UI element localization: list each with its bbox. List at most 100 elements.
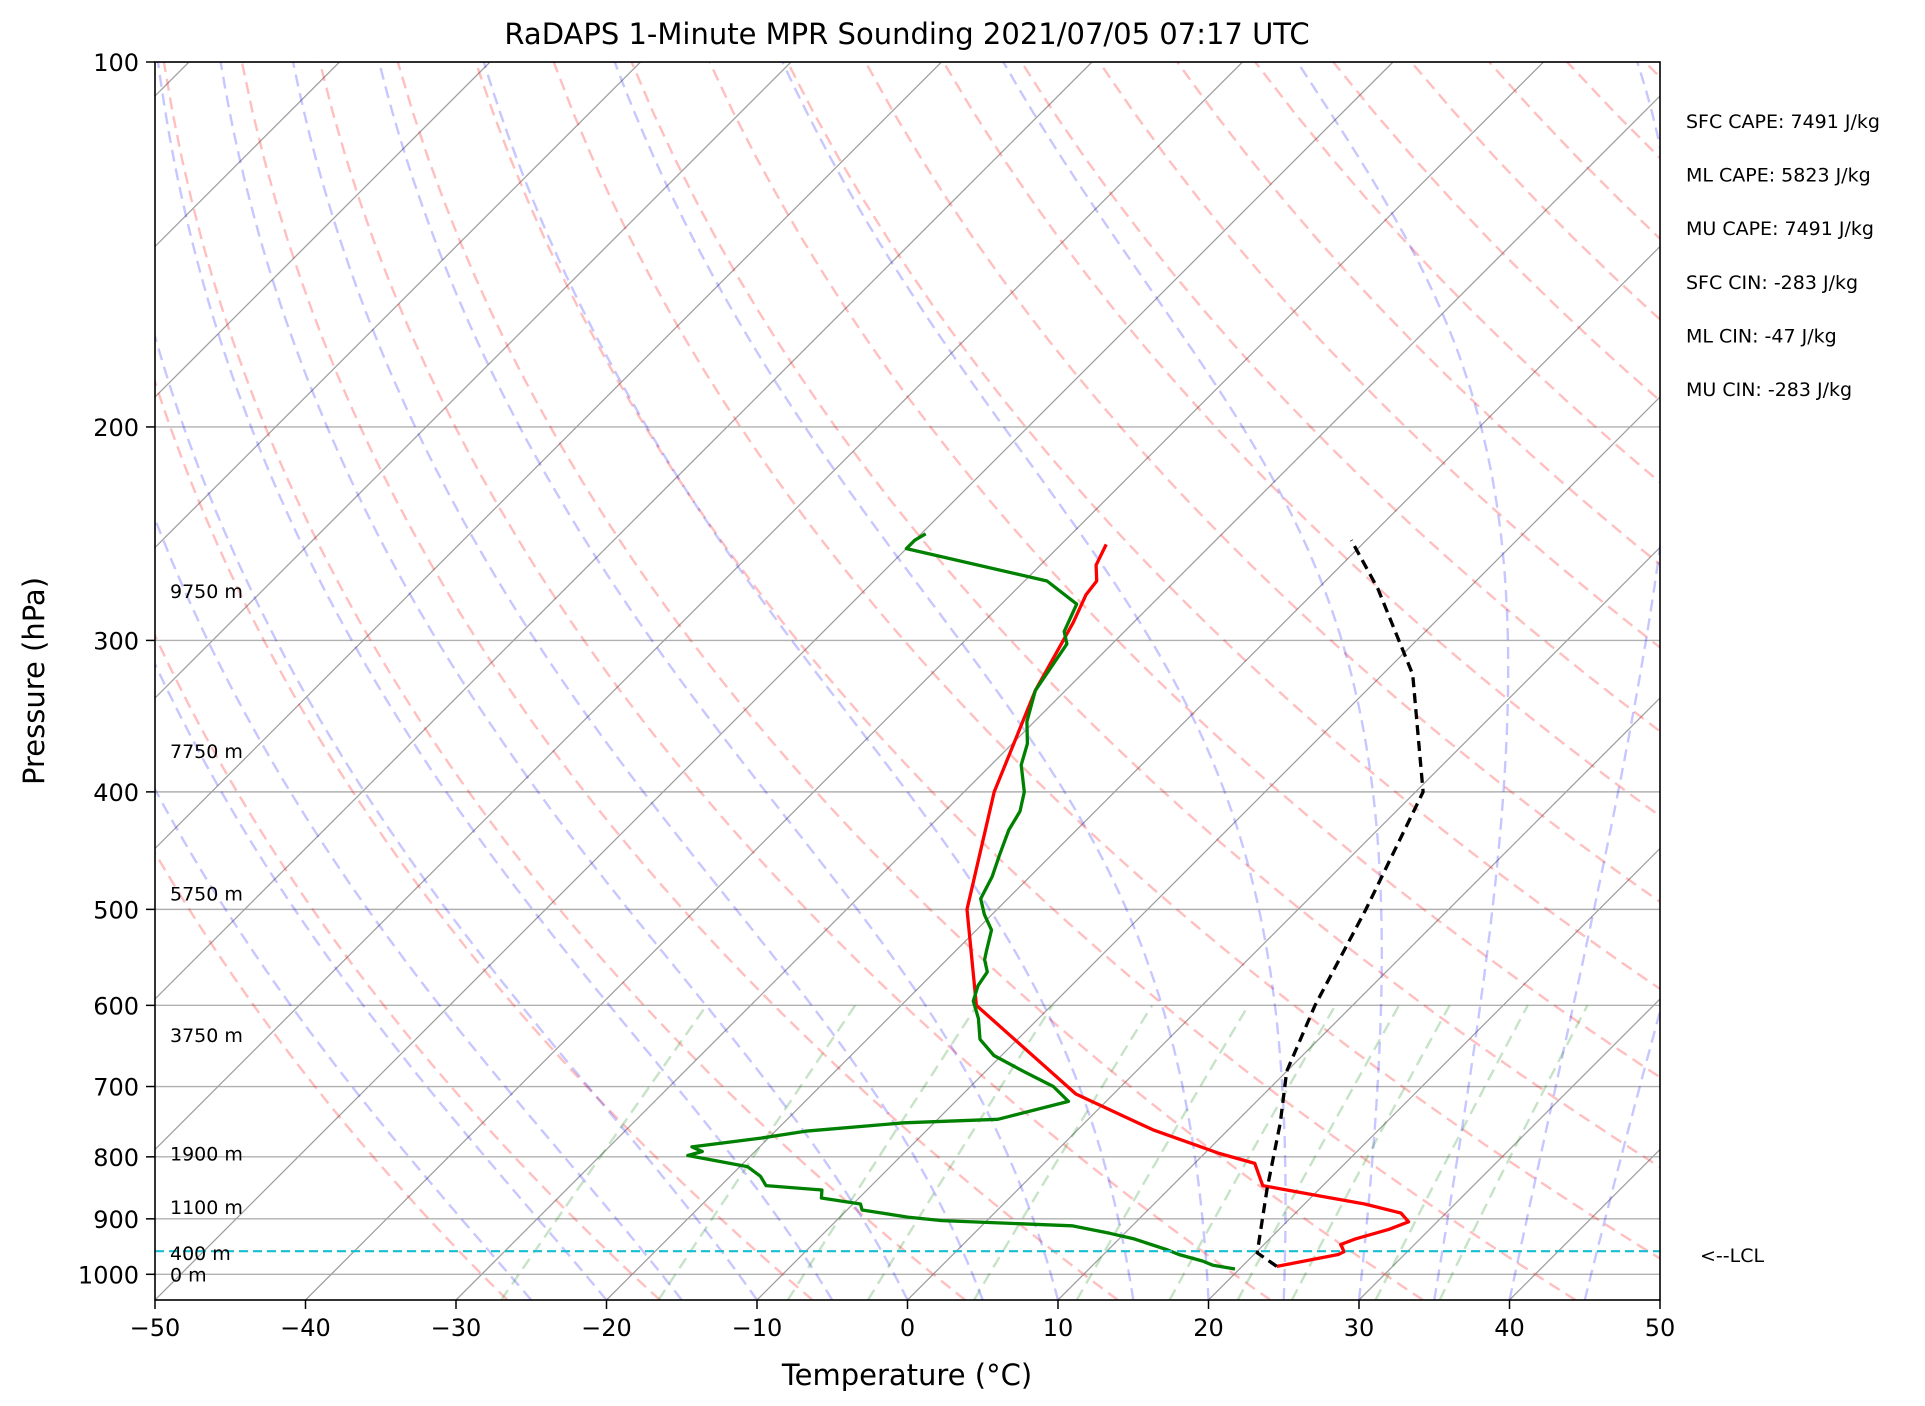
dry-adiabat-line [155, 632, 661, 1300]
x-axis-label: Temperature (°C) [781, 1358, 1032, 1392]
mixing-ratio-line [786, 1004, 979, 1300]
height-label: 1100 m [170, 1197, 243, 1219]
x-tick-label: 30 [1344, 1314, 1375, 1342]
height-label: 9750 m [170, 581, 243, 603]
dry-adiabat-line [1723, 62, 1925, 1300]
x-tick-label: 20 [1193, 1314, 1224, 1342]
isotherm-line [455, 95, 1660, 1300]
dry-adiabat-line [240, 62, 1119, 1300]
dry-adiabat-line [708, 62, 1660, 1079]
parcel-profile-line [1255, 539, 1425, 1268]
isotherm-line [155, 62, 1093, 1000]
isotherm-line [1659, 1299, 1660, 1300]
isotherm-line [1057, 697, 1660, 1300]
dry-adiabat-line [1644, 62, 1660, 79]
dry-adiabat-line [1176, 62, 1660, 567]
index-label: MU CIN: -283 J/kg [1686, 379, 1852, 401]
x-tick-label: −20 [581, 1314, 632, 1342]
dry-adiabat-line [474, 62, 1577, 1300]
moist-adiabat-line [155, 786, 533, 1300]
x-tick-label: 10 [1043, 1314, 1074, 1342]
y-tick-label: 300 [93, 627, 139, 655]
dry-adiabat-line [1098, 62, 1660, 649]
isotherm-line [1208, 847, 1660, 1300]
x-tick-label: 50 [1645, 1314, 1676, 1342]
index-label: ML CAPE: 5823 J/kg [1686, 165, 1871, 187]
temperature-profile-line [965, 543, 1411, 1269]
isotherm-line [155, 62, 491, 398]
moist-adiabat-line [155, 661, 608, 1300]
dry-adiabat-line [1879, 62, 1925, 1300]
mixing-ratio-line [1374, 1004, 1529, 1300]
y-tick-label: 500 [93, 896, 139, 924]
y-tick-label: 600 [93, 992, 139, 1020]
x-tick-label: 40 [1494, 1314, 1525, 1342]
dry-adiabat-line [1020, 62, 1660, 733]
isotherm-line [756, 396, 1660, 1300]
y-tick-label: 200 [93, 414, 139, 442]
isotherm-line [155, 62, 1394, 1300]
mixing-ratio-line [972, 1004, 1154, 1300]
y-tick-label: 1000 [78, 1261, 139, 1289]
dry-adiabat-line [552, 62, 1660, 1260]
mixing-ratio-line [1290, 1004, 1451, 1300]
moist-adiabat-line [291, 62, 984, 1300]
lcl-label: <--LCL [1700, 1245, 1764, 1267]
moist-adiabat-line [482, 62, 1135, 1300]
index-label: MU CAPE: 7491 J/kg [1686, 218, 1874, 240]
mixing-ratio-line [1438, 1004, 1589, 1300]
isotherm-line [305, 62, 1544, 1300]
isotherm-line [1811, 62, 1925, 1300]
moist-adiabat-line [1583, 1007, 1660, 1300]
mixing-ratio-line [1168, 1004, 1337, 1300]
index-label: SFC CIN: -283 J/kg [1686, 272, 1858, 294]
isotherm-line [155, 62, 1243, 1151]
dry-adiabat-line [630, 62, 1660, 1169]
moist-adiabat-line [1508, 62, 1660, 1300]
dry-adiabat-line [155, 378, 814, 1300]
dry-adiabat-line [864, 62, 1660, 904]
dry-adiabat-line [155, 850, 509, 1300]
height-label: 5750 m [170, 883, 243, 905]
index-label: ML CIN: -47 J/kg [1686, 325, 1837, 347]
isotherm-line [907, 546, 1660, 1300]
dry-adiabat-line [786, 62, 1660, 991]
x-tick-label: −10 [732, 1314, 783, 1342]
moist-adiabat-line [1002, 62, 1383, 1300]
height-label: 1900 m [170, 1144, 243, 1166]
chart-title: RaDAPS 1-Minute MPR Sounding 2021/07/05 … [504, 17, 1309, 51]
moist-adiabat-line [613, 62, 1210, 1300]
y-tick-label: 100 [93, 49, 139, 77]
mixing-ratio-line [1075, 1004, 1250, 1300]
height-label: 3750 m [170, 1025, 243, 1047]
height-label: 7750 m [170, 741, 243, 763]
dry-adiabat-line [396, 62, 1424, 1300]
mixing-ratio-line [657, 1004, 857, 1300]
y-tick-label: 700 [93, 1074, 139, 1102]
dry-adiabat-line [318, 62, 1272, 1300]
y-tick-label: 900 [93, 1206, 139, 1234]
dry-adiabat-line [942, 62, 1660, 818]
y-tick-label: 400 [93, 779, 139, 807]
dry-adiabat-line [1801, 62, 1925, 1300]
height-label: 400 m [170, 1243, 231, 1265]
moist-adiabat-line [156, 62, 834, 1300]
x-tick-label: −40 [280, 1314, 331, 1342]
dewpoint-profile-line [686, 532, 1236, 1271]
moist-adiabat-line [1658, 1295, 1660, 1300]
height-label: 0 m [170, 1264, 207, 1286]
dry-adiabat-line [1332, 62, 1660, 403]
isotherm-line [1358, 998, 1660, 1300]
mixing-ratio-line [500, 1004, 708, 1300]
isotherm-line [155, 62, 792, 699]
x-tick-label: −30 [431, 1314, 482, 1342]
dry-adiabat-line [162, 62, 966, 1300]
y-axis-label: Pressure (hPa) [17, 577, 51, 785]
isotherm-line [155, 62, 942, 850]
dry-adiabat-line [1410, 62, 1660, 321]
moist-adiabat-line [155, 515, 683, 1300]
dry-adiabat-line [1254, 62, 1660, 484]
moist-adiabat-line [155, 332, 758, 1300]
moist-adiabat-line [1296, 62, 1510, 1300]
